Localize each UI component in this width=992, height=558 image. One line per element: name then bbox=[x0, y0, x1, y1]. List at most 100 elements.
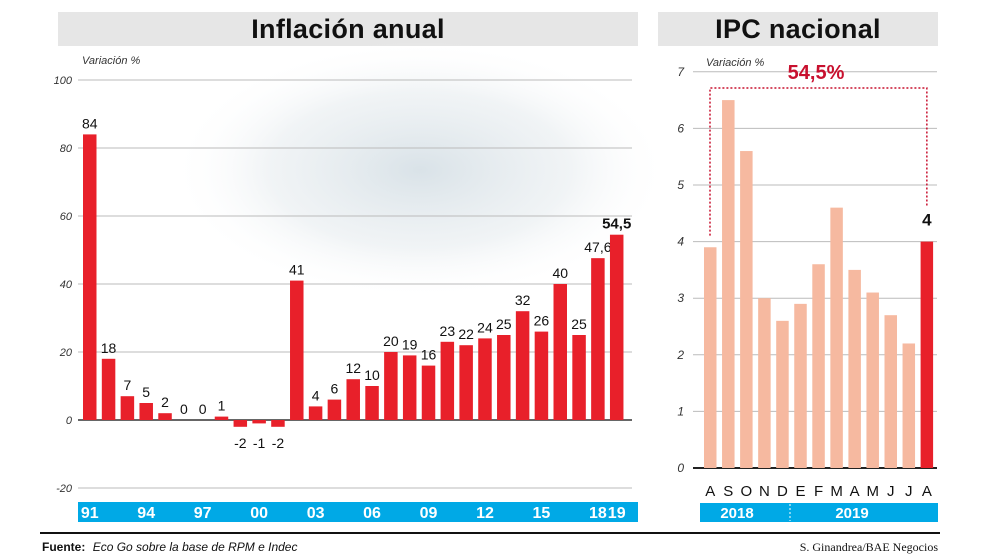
x-tick-label: M bbox=[866, 483, 879, 500]
bar bbox=[478, 338, 492, 420]
data-label: 20 bbox=[383, 333, 399, 349]
bar bbox=[290, 280, 304, 420]
data-label: 4 bbox=[922, 211, 932, 230]
data-label: 47,6 bbox=[584, 239, 611, 255]
x-tick-label: N bbox=[759, 483, 770, 500]
data-label: 23 bbox=[440, 323, 456, 339]
y-tick-label: 2 bbox=[676, 348, 684, 362]
ylabel-right: Variación % bbox=[706, 57, 765, 69]
data-label: 10 bbox=[364, 367, 380, 383]
x-tick-label: D bbox=[777, 483, 788, 500]
data-label: 16 bbox=[421, 347, 437, 363]
bar bbox=[158, 413, 172, 420]
data-label: 24 bbox=[477, 319, 493, 335]
bar bbox=[812, 264, 825, 468]
bar bbox=[365, 386, 379, 420]
y-tick-label: 20 bbox=[59, 347, 73, 359]
bar bbox=[214, 416, 229, 420]
bar bbox=[440, 341, 455, 420]
x-tick-label: J bbox=[905, 483, 913, 500]
x-tick-label: A bbox=[922, 483, 932, 500]
bar bbox=[591, 258, 605, 420]
bar bbox=[384, 352, 398, 420]
x-tick-label: 12 bbox=[476, 505, 494, 522]
data-label: 26 bbox=[534, 313, 550, 329]
year-band bbox=[78, 502, 638, 522]
bar bbox=[848, 269, 861, 468]
x-tick-label: 00 bbox=[250, 505, 268, 522]
x-tick-label: S bbox=[723, 483, 733, 500]
bar bbox=[794, 303, 807, 468]
bar bbox=[515, 311, 530, 420]
x-tick-label: A bbox=[850, 483, 860, 500]
data-label: 6 bbox=[331, 381, 339, 397]
x-tick-label: 03 bbox=[307, 505, 325, 522]
x-tick-label: E bbox=[795, 483, 805, 500]
source-label: Fuente: bbox=[42, 540, 86, 554]
data-label: -2 bbox=[234, 435, 247, 451]
data-label: 19 bbox=[402, 336, 418, 352]
bar bbox=[101, 358, 116, 420]
bar bbox=[233, 420, 248, 427]
source-note: Fuente: Eco Go sobre la base de RPM e In… bbox=[42, 540, 297, 554]
bar bbox=[83, 134, 97, 420]
y-tick-label: 0 bbox=[677, 461, 684, 475]
data-label: 0 bbox=[199, 401, 207, 417]
bar bbox=[327, 399, 342, 420]
y-tick-label: 0 bbox=[66, 415, 73, 427]
data-label: 12 bbox=[345, 360, 361, 376]
x-tick-label: A bbox=[705, 483, 715, 500]
bar bbox=[758, 298, 771, 468]
bar bbox=[459, 345, 473, 420]
x-tick-label: 94 bbox=[137, 505, 155, 522]
data-label: 22 bbox=[458, 326, 474, 342]
annotation-label: 54,5% bbox=[788, 62, 845, 84]
year-band bbox=[700, 503, 938, 522]
bar bbox=[553, 284, 567, 420]
x-tick-label: 19 bbox=[608, 505, 626, 522]
x-tick-label: O bbox=[741, 483, 753, 500]
bar bbox=[722, 100, 735, 468]
x-tick-label: 09 bbox=[420, 505, 438, 522]
y-tick-label: 60 bbox=[60, 211, 73, 223]
year-label: 2018 bbox=[720, 505, 753, 522]
x-tick-label: M bbox=[830, 483, 843, 500]
y-tick-label: 80 bbox=[60, 143, 73, 155]
y-tick-label: 5 bbox=[677, 178, 684, 192]
annotation-bracket bbox=[709, 87, 928, 236]
data-label: -2 bbox=[272, 435, 285, 451]
x-tick-label: 97 bbox=[194, 505, 212, 522]
y-tick-label: 100 bbox=[54, 75, 73, 87]
bar bbox=[572, 335, 586, 420]
bar bbox=[497, 335, 511, 420]
background-photo bbox=[170, 40, 670, 300]
bar bbox=[866, 292, 879, 468]
x-tick-label: F bbox=[814, 483, 823, 500]
bar bbox=[704, 247, 717, 468]
bar bbox=[776, 320, 789, 468]
y-tick-label: 40 bbox=[60, 279, 73, 291]
bar bbox=[884, 315, 897, 468]
bar bbox=[346, 379, 360, 420]
y-tick-label: 6 bbox=[677, 121, 684, 135]
x-tick-label: 15 bbox=[533, 505, 551, 522]
chart-title-ipc: IPC nacional bbox=[658, 12, 938, 46]
ylabel-left: Variación % bbox=[82, 55, 141, 67]
data-label: 0 bbox=[180, 401, 188, 417]
bar bbox=[252, 420, 266, 424]
bar bbox=[740, 151, 753, 469]
year-label: 2019 bbox=[835, 505, 868, 522]
credit: S. Ginandrea/BAE Negocios bbox=[799, 540, 938, 554]
bar bbox=[308, 406, 323, 420]
bar bbox=[609, 234, 624, 420]
data-label: 4 bbox=[312, 387, 320, 403]
bar bbox=[139, 403, 153, 420]
data-label: 18 bbox=[101, 340, 117, 356]
x-tick-label: J bbox=[887, 483, 895, 500]
y-tick-label: 4 bbox=[677, 235, 684, 249]
bar bbox=[402, 355, 417, 420]
y-tick-label: 7 bbox=[677, 65, 685, 79]
y-tick-label: 1 bbox=[677, 404, 684, 418]
data-label: -1 bbox=[253, 435, 266, 451]
